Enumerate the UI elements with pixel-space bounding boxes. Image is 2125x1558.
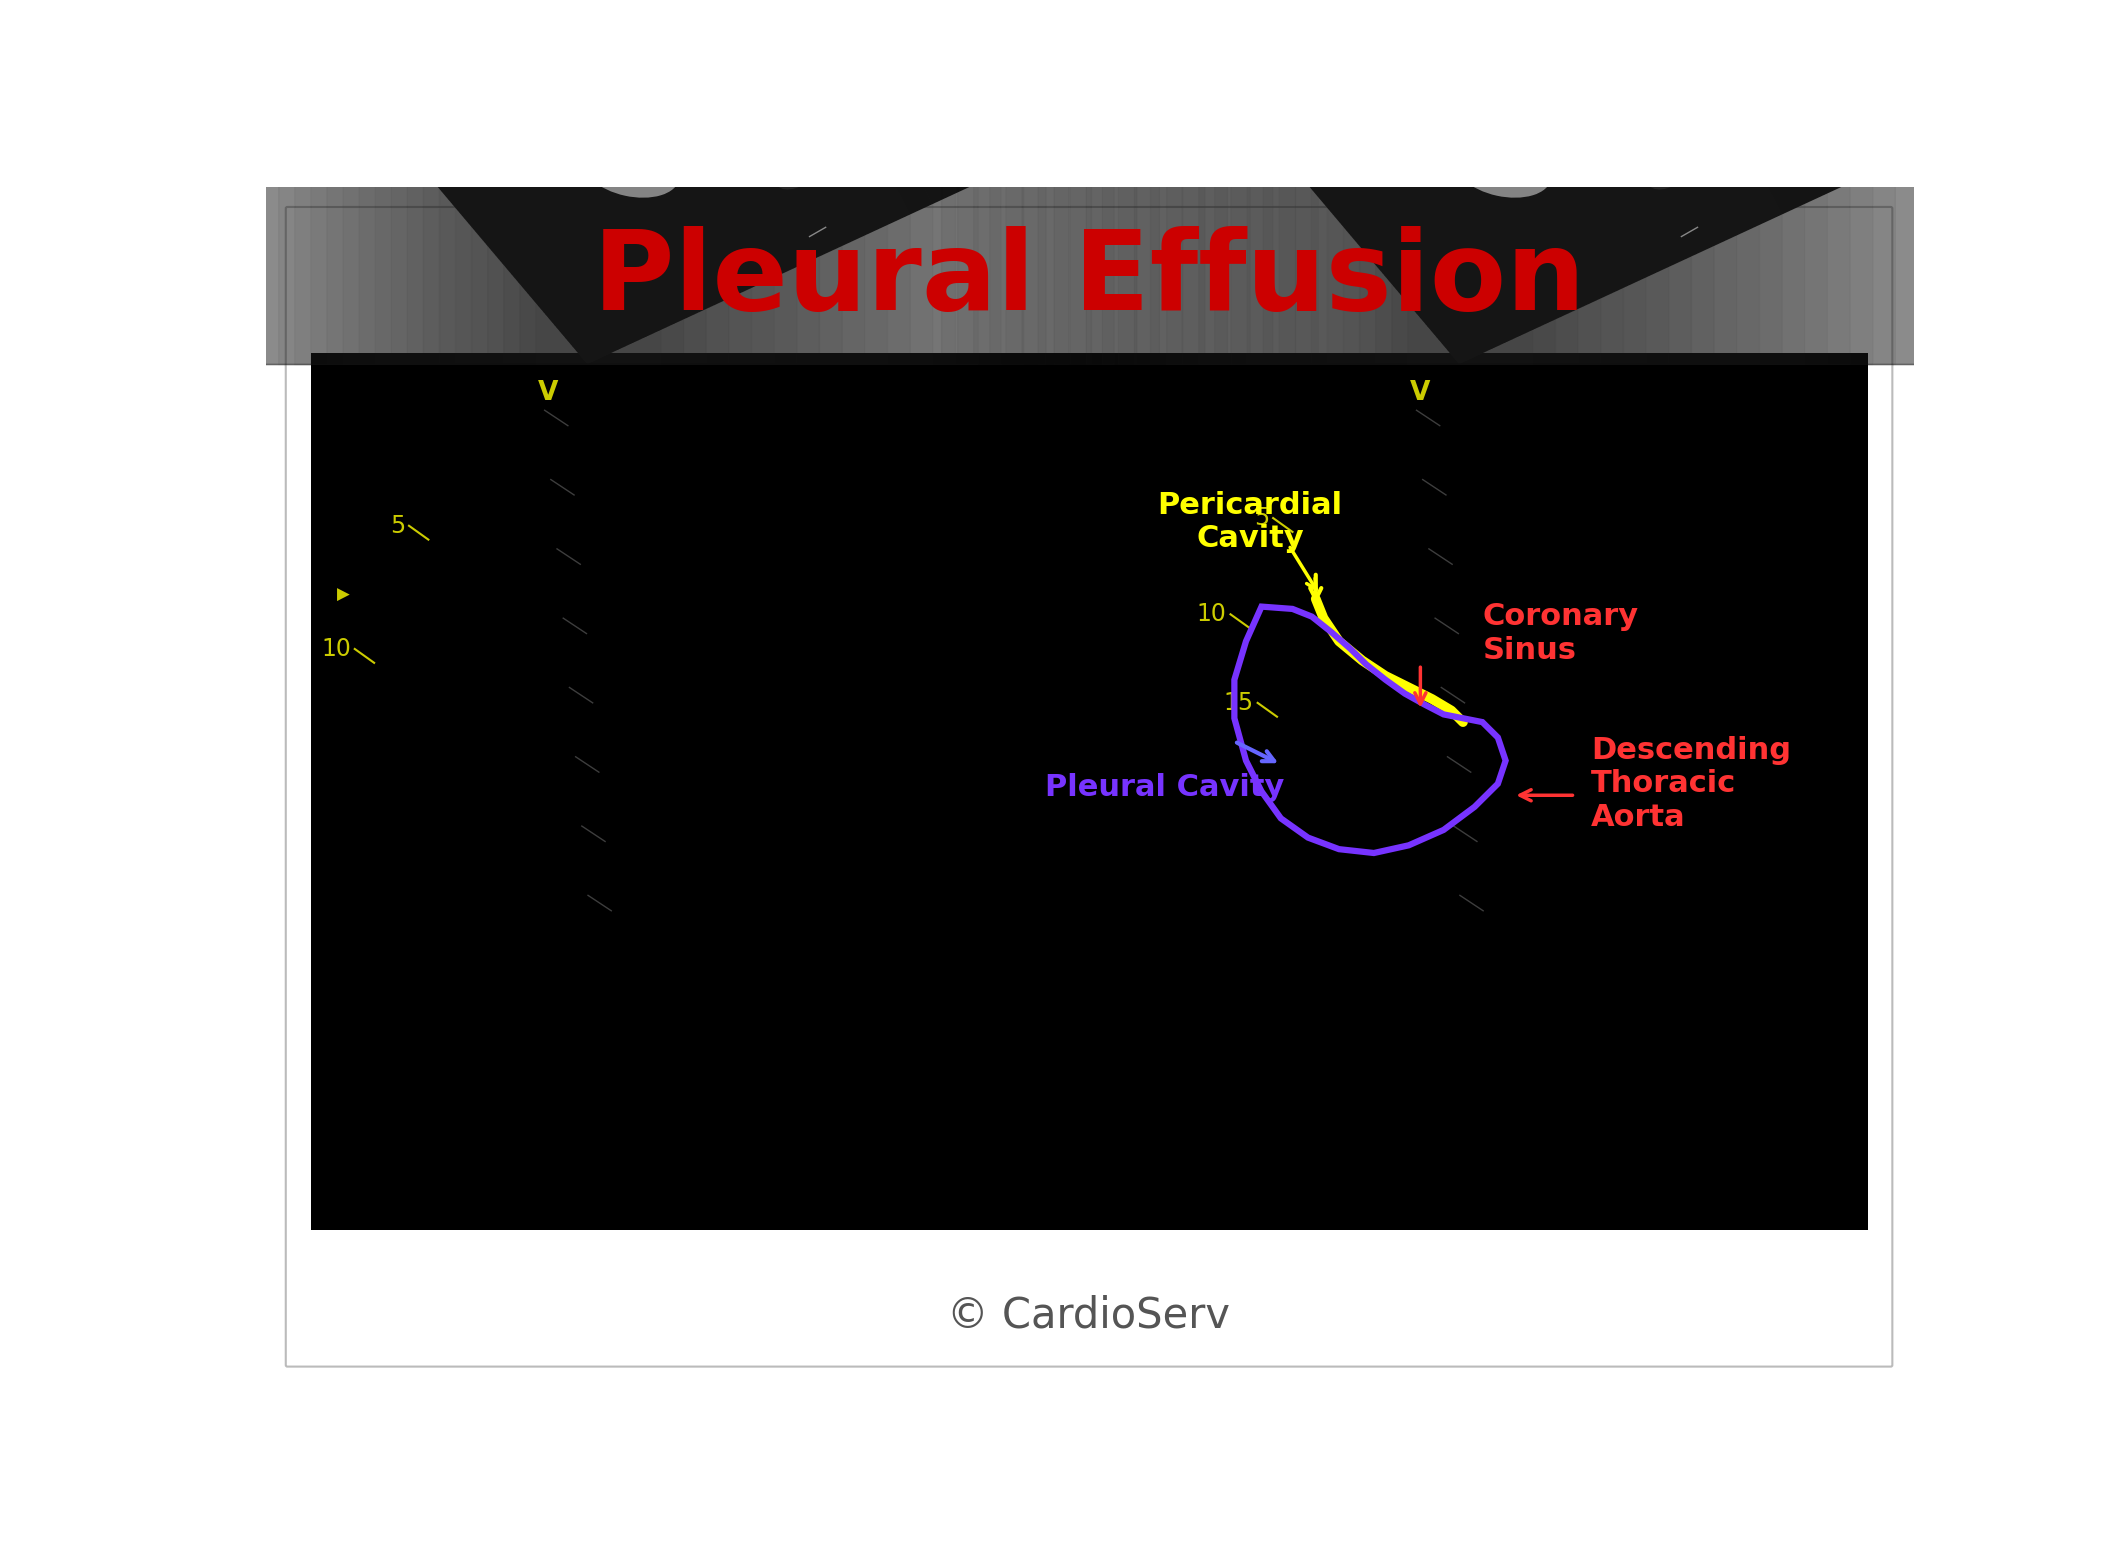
Ellipse shape bbox=[1504, 0, 1517, 11]
Text: V: V bbox=[1411, 380, 1430, 407]
Ellipse shape bbox=[1528, 17, 1568, 87]
Ellipse shape bbox=[629, 41, 669, 115]
Text: Pericardial
Cavity: Pericardial Cavity bbox=[1158, 491, 1343, 553]
Text: 5: 5 bbox=[1254, 506, 1269, 530]
Ellipse shape bbox=[1547, 0, 1572, 30]
Ellipse shape bbox=[1647, 131, 1708, 190]
Ellipse shape bbox=[1500, 41, 1541, 115]
Text: Pleural Effusion: Pleural Effusion bbox=[593, 226, 1585, 333]
Text: V: V bbox=[538, 380, 559, 407]
Ellipse shape bbox=[1449, 58, 1485, 132]
Ellipse shape bbox=[657, 17, 697, 87]
Text: Coronary
Sinus: Coronary Sinus bbox=[1483, 603, 1638, 665]
Polygon shape bbox=[70, 0, 1318, 365]
Bar bbox=[310, 352, 1868, 1231]
Ellipse shape bbox=[578, 58, 614, 132]
Text: © CardioServ: © CardioServ bbox=[948, 1295, 1230, 1337]
Ellipse shape bbox=[633, 0, 646, 11]
FancyBboxPatch shape bbox=[285, 207, 1893, 1366]
Polygon shape bbox=[941, 0, 2125, 365]
Ellipse shape bbox=[1532, 0, 1551, 3]
Text: 5: 5 bbox=[389, 514, 406, 538]
Ellipse shape bbox=[676, 0, 701, 30]
Text: 10: 10 bbox=[321, 637, 351, 661]
Ellipse shape bbox=[1575, 6, 1679, 83]
Text: 10: 10 bbox=[1196, 603, 1226, 626]
Ellipse shape bbox=[1751, 0, 1808, 41]
Text: ▶: ▶ bbox=[336, 586, 348, 605]
Text: Descending
Thoracic
Aorta: Descending Thoracic Aorta bbox=[1592, 735, 1791, 832]
Ellipse shape bbox=[880, 0, 935, 41]
Ellipse shape bbox=[1647, 0, 1791, 16]
Ellipse shape bbox=[703, 6, 805, 83]
Ellipse shape bbox=[529, 0, 678, 45]
Ellipse shape bbox=[1490, 109, 1575, 162]
Ellipse shape bbox=[582, 140, 680, 198]
Ellipse shape bbox=[1454, 140, 1551, 198]
Ellipse shape bbox=[618, 109, 701, 162]
Ellipse shape bbox=[1400, 0, 1549, 45]
Text: 15: 15 bbox=[1224, 690, 1254, 715]
Text: Pleural Cavity: Pleural Cavity bbox=[1046, 773, 1284, 802]
Ellipse shape bbox=[661, 0, 678, 3]
Ellipse shape bbox=[776, 131, 837, 190]
Ellipse shape bbox=[776, 0, 920, 16]
